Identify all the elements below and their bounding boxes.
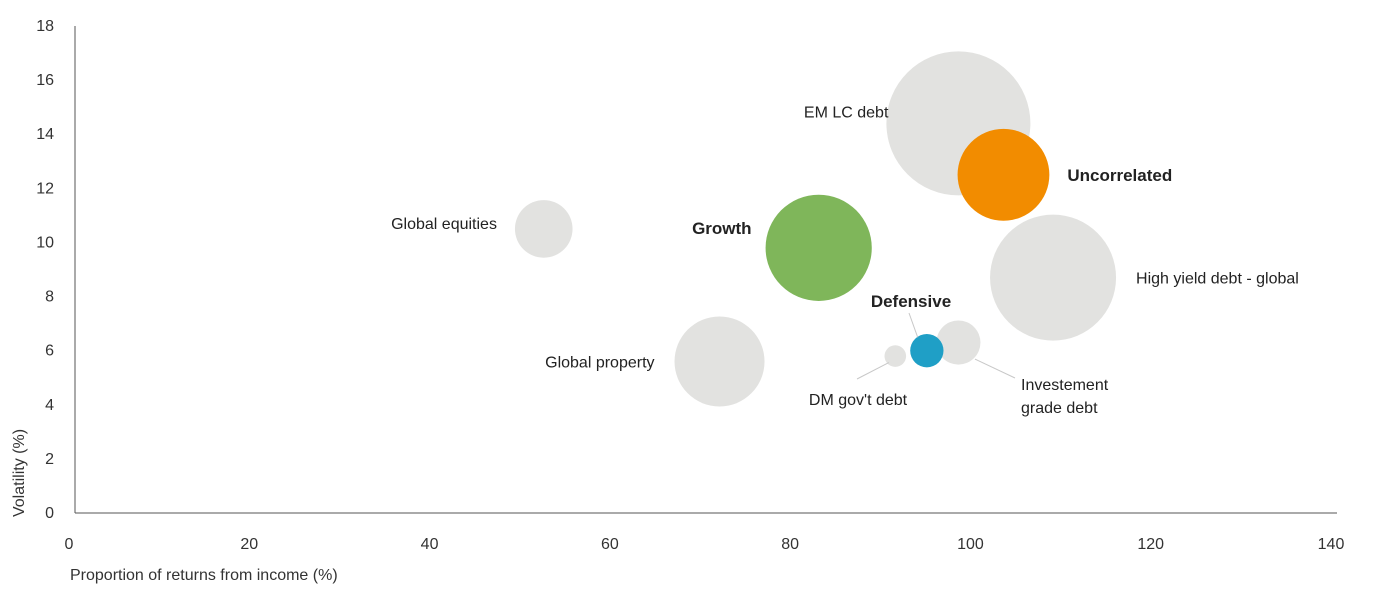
x-tick-label: 60: [601, 536, 619, 553]
y-tick-label: 2: [45, 451, 54, 468]
leader-line: [974, 358, 1016, 379]
y-tick-label: 18: [36, 18, 54, 35]
bubble-growth: [765, 194, 872, 301]
x-tick-label: 80: [781, 536, 799, 553]
bubble-label: EM LC debt: [804, 104, 889, 121]
x-tick-labels: 0 20 40 60 80 100 120 140: [65, 536, 1345, 553]
bubble-label: High yield debt - global: [1136, 271, 1299, 288]
x-tick-label: 20: [240, 536, 258, 553]
bubble-labels: EM LC debt High yield debt - global Global…: [391, 104, 1299, 417]
bubble-high-yield-debt-global: [990, 214, 1117, 341]
bubble-layer: [514, 51, 1117, 407]
bubble-uncorrelated: [957, 128, 1050, 221]
y-tick-label: 4: [45, 397, 54, 414]
x-axis-title: Proportion of returns from income (%): [70, 567, 338, 584]
y-tick-label: 10: [36, 234, 54, 251]
x-tick-label: 0: [65, 536, 74, 553]
bubble-dm-gov-t-debt: [884, 345, 907, 367]
y-tick-labels: 0 2 4 6 8 10 12 14 16 18: [36, 18, 54, 522]
y-tick-label: 0: [45, 505, 54, 522]
leader-lines: [856, 312, 1016, 380]
bubble-global-property: [674, 316, 765, 407]
bubble-label: Global equities: [391, 216, 497, 233]
y-tick-label: 12: [36, 180, 54, 197]
x-tick-label: 140: [1318, 536, 1345, 553]
leader-line: [908, 312, 919, 338]
y-tick-label: 14: [36, 126, 54, 143]
y-tick-label: 16: [36, 72, 54, 89]
bubble-investement-grade-debt: [936, 320, 981, 365]
leader-line: [856, 362, 890, 380]
axes: [74, 26, 1337, 514]
bubble-defensive: [910, 334, 944, 368]
y-axis-title: Volatility (%): [11, 429, 28, 517]
bubble-label: Global property: [545, 354, 654, 371]
x-tick-label: 40: [421, 536, 439, 553]
x-tick-label: 100: [957, 536, 984, 553]
y-tick-label: 6: [45, 343, 54, 360]
bubble-label: Defensive: [871, 292, 951, 311]
bubble-label: Growth: [692, 219, 752, 238]
bubble-label: DM gov't debt: [809, 392, 908, 409]
bubble-label: Uncorrelated: [1067, 166, 1172, 185]
x-tick-label: 120: [1137, 536, 1164, 553]
y-tick-label: 8: [45, 289, 54, 306]
bubble-label: Investement grade debt: [1021, 377, 1109, 417]
bubble-global-equities: [514, 200, 573, 258]
